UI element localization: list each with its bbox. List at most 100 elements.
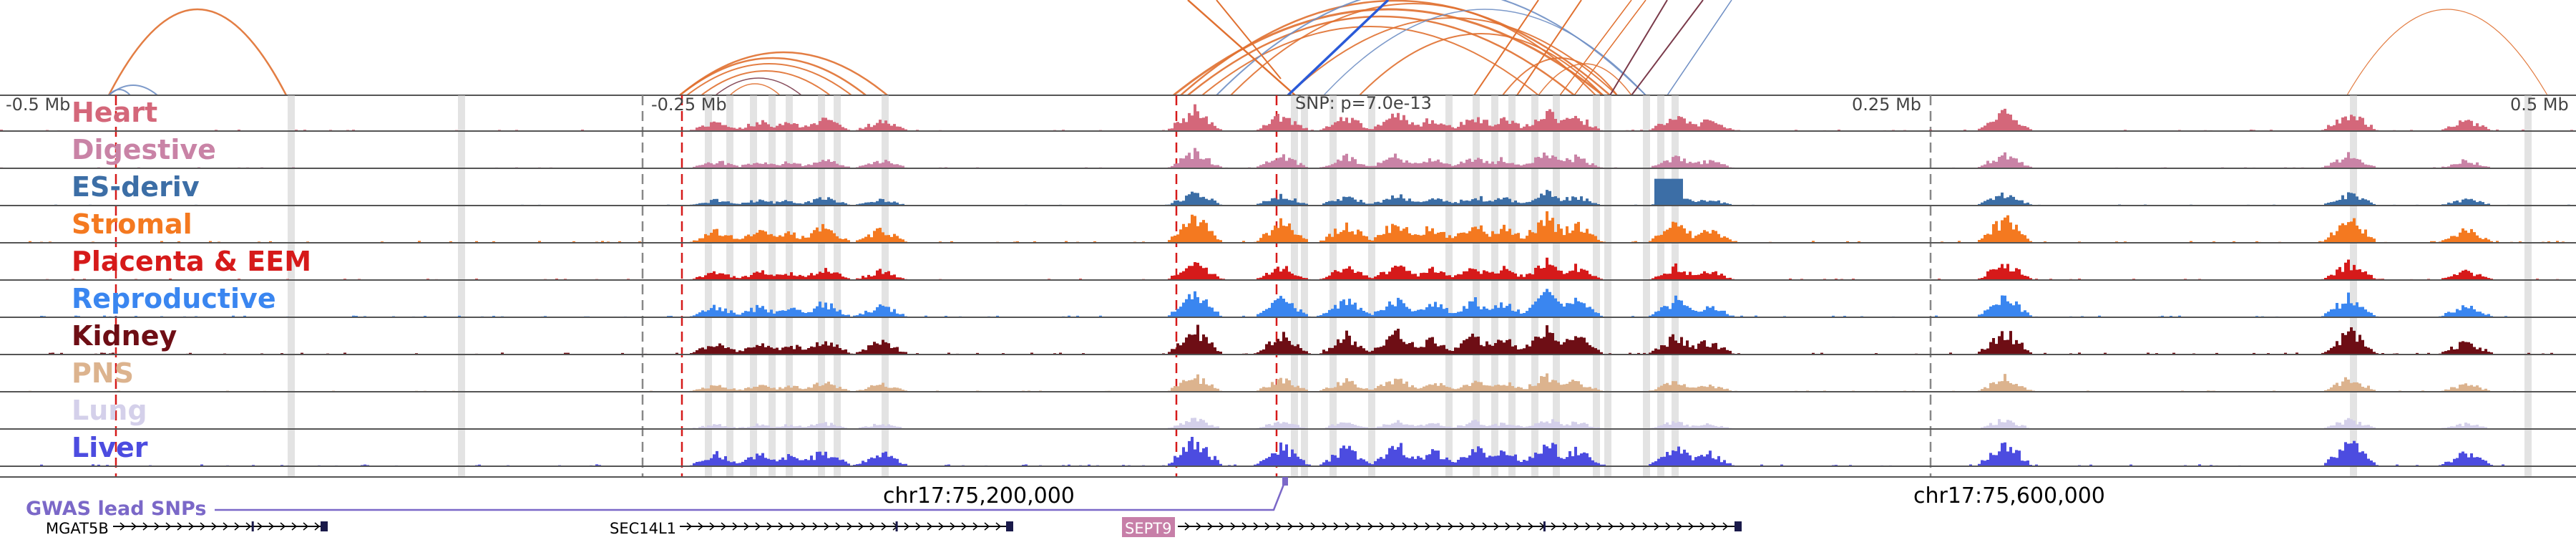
gene-strand-arrow xyxy=(165,522,172,531)
grey-guide-15 xyxy=(1473,95,1480,477)
gene-strand-arrow xyxy=(1276,522,1282,531)
gene-strand-arrow xyxy=(1608,522,1614,531)
grey-guide-5 xyxy=(769,95,776,477)
track-label-es-deriv: ES-deriv xyxy=(72,171,200,203)
gene-strand-arrow xyxy=(686,522,693,531)
scale-label-plus-0.5mb: 0.5 Mb xyxy=(2510,95,2569,115)
loop-arc-7 xyxy=(715,77,802,96)
gene-strand-arrow xyxy=(1425,522,1431,531)
grey-guide-19 xyxy=(1553,95,1560,477)
loop-line-8 xyxy=(1667,0,1732,96)
gene-strand-arrow xyxy=(291,522,298,531)
gene-strand-arrow xyxy=(142,522,149,531)
track-label-placenta-eem: Placenta & EEM xyxy=(72,246,311,277)
signal-kidney xyxy=(0,324,2576,355)
signal-liver xyxy=(0,437,2576,466)
gene-annotation-track: MGAT5B SEC14L1 SEPT9 xyxy=(46,517,1742,537)
gene-strand-arrow xyxy=(1196,522,1202,531)
gene-exon-1-0 xyxy=(1006,521,1013,531)
grey-guide-2 xyxy=(705,95,712,477)
gene-strand-arrow xyxy=(1287,522,1294,531)
scale-label-plus-0.25mb: 0.25 Mb xyxy=(1852,95,1921,115)
gene-strand-arrow xyxy=(1436,522,1443,531)
gene-strand-arrow xyxy=(835,522,841,531)
gene-strand-arrow xyxy=(766,522,773,531)
track-label-stromal: Stromal xyxy=(72,208,192,240)
gene-strand-arrow xyxy=(1562,522,1568,531)
gene-strand-arrow xyxy=(268,522,275,531)
loop-arc-2 xyxy=(108,89,131,96)
gene-strand-arrow xyxy=(1345,522,1351,531)
gene-strand-arrow xyxy=(245,522,252,531)
loop-line-1 xyxy=(1216,0,1282,79)
gene-strand-arrow xyxy=(1711,522,1717,531)
track-label-heart: Heart xyxy=(72,97,157,128)
gene-strand-arrow xyxy=(1184,522,1191,531)
gene-strand-arrow xyxy=(188,522,195,531)
gene-strand-arrow xyxy=(1516,522,1523,531)
track-label-digestive: Digestive xyxy=(72,134,216,165)
loop-arc-16 xyxy=(1323,9,1646,96)
gene-strand-arrow xyxy=(881,522,887,531)
grey-guide-20 xyxy=(1593,95,1600,477)
chromatin-loops-panel xyxy=(0,0,2576,97)
gene-strand-arrow xyxy=(938,522,945,531)
gene-strand-arrow xyxy=(1551,522,1557,531)
track-label-reproductive: Reproductive xyxy=(72,283,276,314)
loop-line-6 xyxy=(1609,0,1668,96)
grey-guide-18 xyxy=(1531,95,1538,477)
gene-strand-arrow xyxy=(1310,522,1317,531)
track-label-pns: PNS xyxy=(72,357,134,389)
grey-guide-9 xyxy=(882,95,889,477)
grey-guide-17 xyxy=(1508,95,1516,477)
gene-strand-arrow xyxy=(1642,522,1649,531)
grey-guide-14 xyxy=(1445,95,1453,477)
gene-strand-arrow xyxy=(1459,522,1465,531)
loop-line-5 xyxy=(1574,0,1646,96)
gene-strand-arrow xyxy=(1367,522,1374,531)
gene-strand-arrow xyxy=(1528,522,1534,531)
gene-strand-arrow xyxy=(950,522,956,531)
gwas-track-label: GWAS lead SNPs xyxy=(26,498,206,520)
gene-strand-arrow xyxy=(1356,522,1362,531)
gene-strand-arrow xyxy=(303,522,309,531)
loop-arc-4 xyxy=(679,57,867,96)
gene-exon-0-1 xyxy=(251,521,254,531)
gene-strand-arrow xyxy=(1219,522,1225,531)
gene-strand-arrow xyxy=(223,522,229,531)
track-label-lung: Lung xyxy=(72,395,147,426)
track-labels: Heart Digestive ES-deriv Stromal Placenta & … xyxy=(72,97,311,463)
loop-arc-6 xyxy=(701,70,831,96)
gene-strand-arrow xyxy=(1333,522,1340,531)
grey-guide-13 xyxy=(1368,95,1375,477)
loop-line-4 xyxy=(1516,0,1582,96)
gene-strand-arrow xyxy=(1402,522,1408,531)
gene-strand-arrow xyxy=(1619,522,1626,531)
loop-arc-5 xyxy=(686,63,852,96)
gene-strand-arrow xyxy=(915,522,922,531)
gene-strand-arrow xyxy=(972,522,979,531)
gene-strand-arrow xyxy=(1207,522,1214,531)
gene-exon-2-1 xyxy=(1543,521,1546,531)
gene-strand-arrow xyxy=(824,522,830,531)
loop-arc-20 xyxy=(2346,9,2548,96)
loop-arc-18 xyxy=(1502,57,1618,96)
gene-strand-arrow xyxy=(154,522,160,531)
gene-label-sec14l1: SEC14L1 xyxy=(610,520,676,537)
gene-strand-arrow xyxy=(801,522,807,531)
loop-arc-0 xyxy=(107,8,288,96)
gene-strand-arrow xyxy=(200,522,206,531)
scale-label-minus-0.5mb: -0.5 Mb xyxy=(6,95,70,115)
gene-exon-1-1 xyxy=(895,521,898,531)
track-label-liver: Liver xyxy=(72,432,148,463)
gene-strand-arrow xyxy=(1505,522,1511,531)
scale-axis: -0.5 Mb -0.25 Mb 0.25 Mb 0.5 Mb SNP: p=7… xyxy=(6,93,2569,115)
gene-strand-arrow xyxy=(1631,522,1637,531)
gene-strand-arrow xyxy=(280,522,286,531)
loop-arc-11 xyxy=(1187,15,1575,96)
signal-stromal xyxy=(0,211,2576,243)
grey-guide-8 xyxy=(834,95,841,477)
grey-guide-0 xyxy=(288,95,295,477)
gene-highlight-sept9 xyxy=(1122,517,1175,537)
